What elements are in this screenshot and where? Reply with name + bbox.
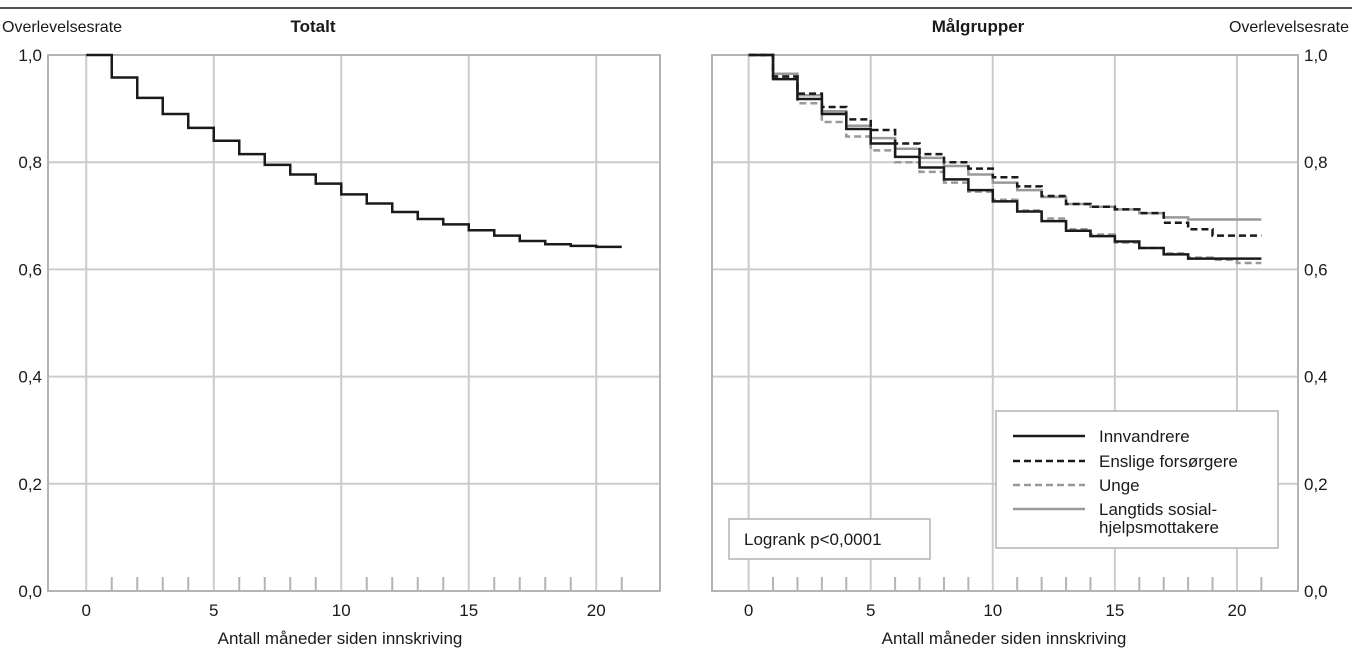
legend-label: Innvandrere: [1099, 427, 1190, 446]
series-line-langtids-sosial-hjelpsmottakere: [748, 53, 1262, 221]
legend-label: Unge: [1099, 476, 1140, 495]
legend-label: Langtids sosial-: [1099, 500, 1217, 519]
series-line-unge: [748, 53, 1262, 265]
y-tick-label: 0,2: [1304, 475, 1328, 494]
legend: Innvandrere Enslige forsørgere Unge Langtid…: [995, 410, 1279, 549]
y-tick-label: 0,4: [1304, 368, 1328, 387]
y-tick-label: 0,4: [18, 368, 42, 387]
y-tick-label: 0,6: [18, 260, 42, 279]
legend-label: hjelpsmottakere: [1099, 518, 1219, 537]
x-tick-label: 20: [1227, 601, 1246, 620]
x-tick-label: 0: [744, 601, 753, 620]
right-ylabel: Overlevelsesrate: [1229, 19, 1349, 36]
left-title: Totalt: [290, 17, 335, 36]
panel-malgrupper: 0,0 0,2 0,4 0,6 0,8 1,0 0 5 10 15 20: [711, 46, 1328, 620]
legend-label: Enslige forsørgere: [1099, 452, 1238, 471]
y-tick-label: 0,8: [18, 153, 42, 172]
x-tick-label: 5: [209, 601, 218, 620]
series-line-innvandrere: [748, 53, 1262, 260]
plot-frame: [47, 54, 661, 592]
x-tick-label: 15: [459, 601, 478, 620]
panel-totalt: 0,0 0,2 0,4 0,6 0,8 1,0 0 5 10 15 20: [18, 46, 661, 620]
y-tick-label: 0,8: [1304, 153, 1328, 172]
x-tick-label: 10: [332, 601, 351, 620]
legend-box: [995, 410, 1279, 549]
x-tick-label: 20: [587, 601, 606, 620]
y-tick-label: 0,6: [1304, 260, 1328, 279]
logrank-box: [728, 518, 931, 560]
left-ylabel: Overlevelsesrate: [2, 19, 122, 36]
logrank-annotation: Logrank p<0,0001: [728, 518, 931, 560]
x-tick-label: 5: [866, 601, 875, 620]
y-tick-label: 1,0: [18, 46, 42, 65]
left-xlabel: Antall måneder siden innskriving: [218, 629, 463, 648]
y-tick-label: 0,0: [1304, 582, 1328, 601]
plot-frame: [711, 54, 1299, 592]
x-tick-label: 0: [82, 601, 91, 620]
right-xlabel: Antall måneder siden innskriving: [882, 629, 1127, 648]
series-line-totalt: [86, 53, 622, 249]
y-tick-label: 1,0: [1304, 46, 1328, 65]
y-tick-label: 0,2: [18, 475, 42, 494]
series-line-enslige-fors-rgere: [748, 53, 1262, 237]
logrank-text: Logrank p<0,0001: [744, 530, 882, 549]
x-tick-label: 15: [1105, 601, 1124, 620]
x-tick-label: 10: [983, 601, 1002, 620]
y-tick-label: 0,0: [18, 582, 42, 601]
right-title: Målgrupper: [932, 17, 1025, 36]
